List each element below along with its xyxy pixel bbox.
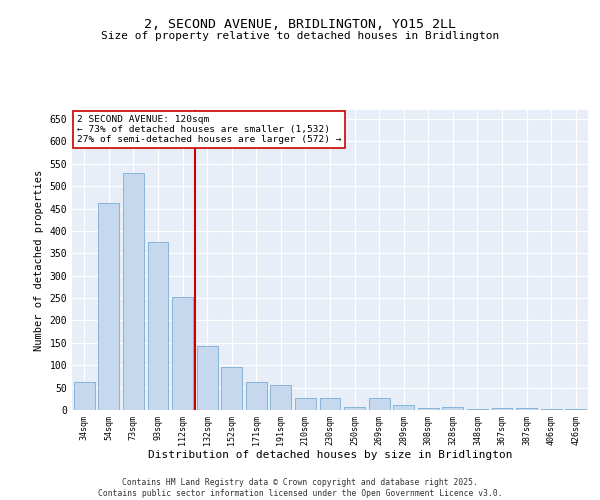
X-axis label: Distribution of detached houses by size in Bridlington: Distribution of detached houses by size … [148,450,512,460]
Bar [467,409,488,410]
Bar [565,408,586,410]
Text: 2 SECOND AVENUE: 120sqm
← 73% of detached houses are smaller (1,532)
27% of semi: 2 SECOND AVENUE: 120sqm ← 73% of detache… [77,114,341,144]
Bar [123,172,144,410]
Bar [148,242,169,410]
Bar [246,382,267,410]
Bar [295,398,316,410]
Bar [320,398,340,410]
Bar [541,408,562,410]
Bar [393,405,414,410]
Text: Size of property relative to detached houses in Bridlington: Size of property relative to detached ho… [101,31,499,41]
Bar [271,386,292,410]
Y-axis label: Number of detached properties: Number of detached properties [34,170,44,350]
Bar [368,398,389,410]
Bar [491,408,512,410]
Text: 2, SECOND AVENUE, BRIDLINGTON, YO15 2LL: 2, SECOND AVENUE, BRIDLINGTON, YO15 2LL [144,18,456,30]
Bar [442,407,463,410]
Bar [516,408,537,410]
Bar [197,346,218,410]
Bar [344,407,365,410]
Bar [221,368,242,410]
Bar [418,408,439,410]
Bar [172,296,193,410]
Text: Contains HM Land Registry data © Crown copyright and database right 2025.
Contai: Contains HM Land Registry data © Crown c… [98,478,502,498]
Bar [98,202,119,410]
Bar [74,382,95,410]
